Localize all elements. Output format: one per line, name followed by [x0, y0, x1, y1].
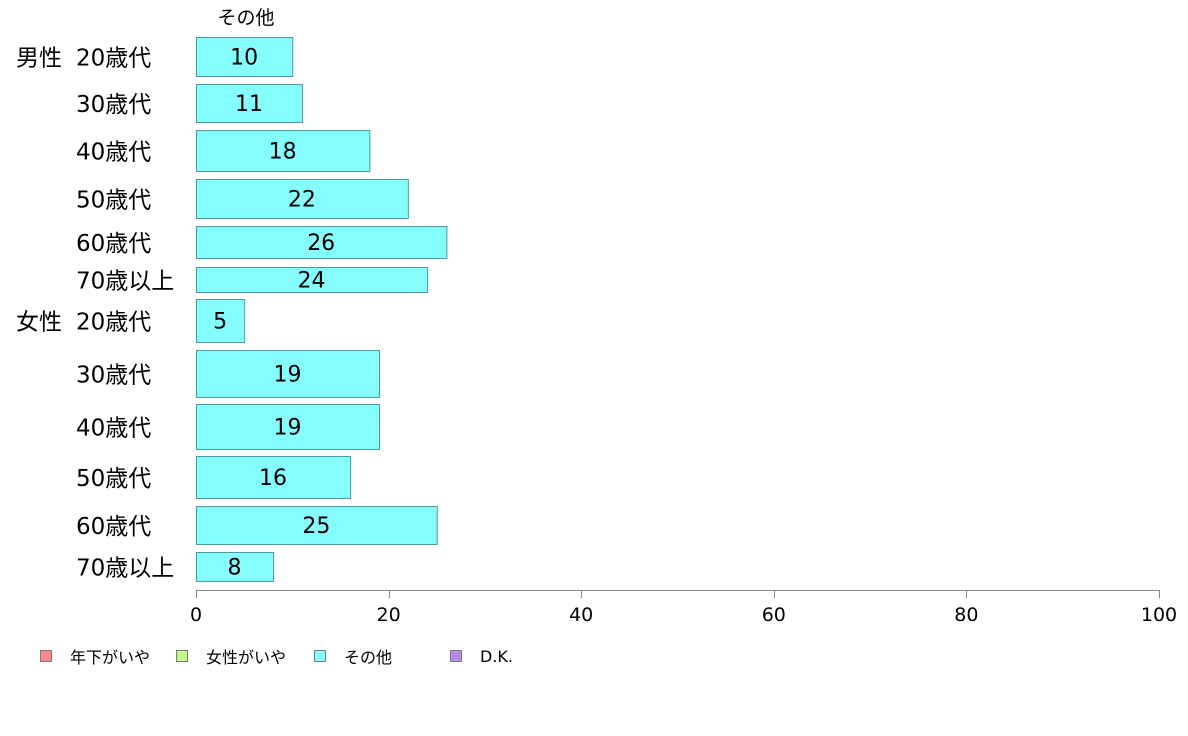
legend: 年下がいや 女性がいや その他 D.K.	[40, 645, 560, 667]
bar	[196, 350, 380, 398]
category-label: 60歳代	[76, 231, 151, 257]
bar	[196, 37, 294, 77]
category-label: 50歳代	[76, 188, 151, 214]
legend-label-4: D.K.	[480, 646, 513, 666]
data-label: 24	[298, 269, 326, 294]
legend-swatch-2	[176, 650, 188, 662]
data-label: 16	[259, 466, 287, 491]
category-label: 30歳代	[76, 92, 151, 118]
x-tick-label: 20	[377, 604, 401, 626]
legend-item-2: 女性がいや	[176, 645, 286, 667]
bar-chart: その他 1020歳代男性1130歳代1840歳代2250歳代2660歳代2470…	[16, 7, 1177, 626]
category-label: 30歳代	[76, 363, 151, 389]
bar	[196, 179, 409, 219]
legend-swatch-3	[314, 650, 326, 662]
data-label: 5	[213, 310, 227, 335]
data-label: 26	[307, 231, 335, 256]
legend-item-3: その他	[314, 645, 392, 667]
legend-item-1: 年下がいや	[40, 645, 150, 667]
category-label: 70歳以上	[76, 556, 174, 582]
x-tick-label: 100	[1141, 604, 1177, 626]
legend-swatch-1	[40, 650, 52, 662]
bar	[196, 456, 352, 499]
x-tick-label: 80	[954, 604, 978, 626]
bar	[196, 299, 246, 343]
bar	[196, 130, 371, 172]
legend-item-4: D.K.	[450, 645, 513, 667]
category-label: 60歳代	[76, 514, 151, 540]
bar	[196, 404, 380, 450]
legend-label-2: 女性がいや	[206, 648, 287, 667]
data-label: 10	[230, 46, 258, 71]
category-label: 20歳代	[76, 46, 151, 72]
series-label: その他	[217, 7, 274, 29]
data-label: 25	[302, 514, 330, 539]
legend-swatch-4	[450, 650, 462, 662]
x-tick-label: 60	[762, 604, 786, 626]
x-tick-label: 0	[190, 604, 202, 626]
legend-label-1: 年下がいや	[70, 648, 151, 667]
group-label: 男性	[16, 46, 62, 72]
bar	[196, 552, 275, 582]
legend-label-3: その他	[344, 648, 393, 667]
data-label: 11	[235, 92, 263, 117]
data-label: 19	[273, 363, 301, 388]
data-label: 22	[288, 188, 316, 213]
category-label: 70歳以上	[76, 269, 174, 295]
x-tick-label: 40	[569, 604, 593, 626]
category-label: 20歳代	[76, 310, 151, 336]
category-label: 50歳代	[76, 466, 151, 492]
bar	[196, 267, 429, 293]
data-label: 8	[228, 556, 242, 581]
group-label: 女性	[16, 310, 62, 336]
bar	[196, 84, 303, 123]
bar	[196, 226, 448, 259]
category-label: 40歳代	[76, 140, 151, 166]
category-label: 40歳代	[76, 416, 151, 442]
data-label: 19	[273, 416, 301, 441]
data-label: 18	[269, 140, 297, 165]
bar	[196, 506, 438, 545]
